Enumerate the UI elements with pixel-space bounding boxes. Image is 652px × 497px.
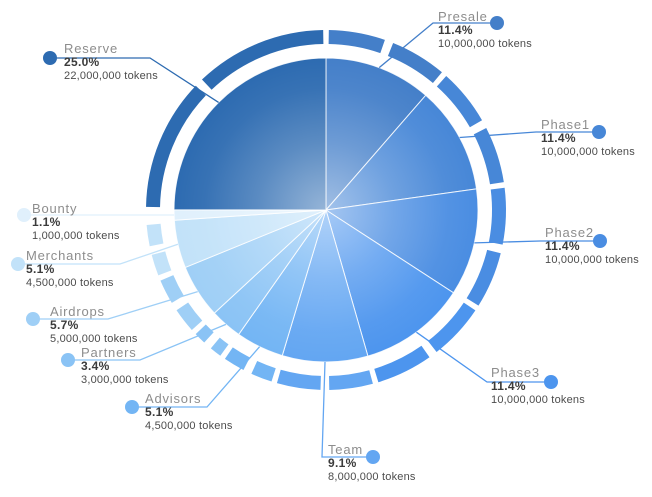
- callout-line-merchants: [18, 243, 179, 265]
- slice-name: Advisors: [145, 391, 202, 406]
- slice-name: Airdrops: [50, 304, 105, 319]
- slice-label-reserve: Reserve 25.0% 22,000,000 tokens: [64, 42, 158, 82]
- callout-dot-phase3: [544, 375, 558, 389]
- slice-tokens: 4,500,000 tokens: [145, 420, 233, 432]
- callout-line-phase1: [459, 131, 599, 139]
- ring-segment-airdrops: [160, 275, 184, 303]
- slice-name: Bounty: [32, 201, 78, 216]
- slice-name: Phase3: [491, 365, 540, 380]
- ring-segment-reserve: [146, 85, 206, 208]
- slice-tokens: 3,000,000 tokens: [81, 374, 169, 386]
- callout-dot-bounty: [17, 208, 31, 222]
- slice-label-phase2: Phase2 11.4% 10,000,000 tokens: [545, 226, 639, 266]
- slice-percent: 11.4%: [541, 131, 576, 145]
- callout-line-presale: [378, 22, 497, 69]
- callout-dot-merchants: [11, 257, 25, 271]
- slice-label-airdrops: Airdrops 5.7% 5,000,000 tokens: [50, 305, 138, 345]
- ring-segment-partners: [210, 337, 229, 356]
- callout-dot-partners: [61, 353, 75, 367]
- callout-dot-phase1: [592, 125, 606, 139]
- slice-tokens: 8,000,000 tokens: [328, 471, 416, 483]
- ring-segment-advisors: [251, 361, 276, 382]
- callout-dot-phase2: [593, 234, 607, 248]
- slice-label-phase1: Phase1 11.4% 10,000,000 tokens: [541, 118, 635, 158]
- ring-segment-reserve: [201, 30, 324, 90]
- slice-name: Reserve: [64, 41, 119, 56]
- slice-tokens: 10,000,000 tokens: [541, 146, 635, 158]
- ring-segment-phase1: [436, 76, 483, 128]
- ring-segment-phase2: [488, 187, 506, 245]
- slice-label-advisors: Advisors 5.1% 4,500,000 tokens: [145, 392, 233, 432]
- slice-name: Phase2: [545, 225, 594, 240]
- slice-label-team: Team 9.1% 8,000,000 tokens: [328, 443, 416, 483]
- slice-label-phase3: Phase3 11.4% 10,000,000 tokens: [491, 366, 585, 406]
- slice-tokens: 10,000,000 tokens: [491, 394, 585, 406]
- slice-label-partners: Partners 3.4% 3,000,000 tokens: [81, 346, 169, 386]
- slice-percent: 5.1%: [145, 405, 174, 419]
- slice-label-presale: Presale 11.4% 10,000,000 tokens: [438, 10, 532, 50]
- ring-segment-airdrops: [176, 302, 203, 330]
- slice-percent: 1.1%: [32, 215, 61, 229]
- callout-line-team: [321, 361, 373, 458]
- ring-segment-advisors: [224, 347, 250, 370]
- slice-tokens: 4,500,000 tokens: [26, 277, 114, 289]
- ring-segment-phase1: [473, 127, 504, 185]
- slice-tokens: 10,000,000 tokens: [438, 38, 532, 50]
- pie-center-glow: [174, 58, 478, 362]
- slice-percent: 25.0%: [64, 55, 100, 69]
- slice-name: Presale: [438, 9, 488, 24]
- slice-name: Team: [328, 442, 363, 457]
- ring-segment-phase2: [466, 249, 501, 306]
- callout-dot-team: [366, 450, 380, 464]
- callout-dot-presale: [490, 16, 504, 30]
- slice-label-bounty: Bounty 1.1% 1,000,000 tokens: [32, 202, 120, 242]
- slice-tokens: 22,000,000 tokens: [64, 70, 158, 82]
- slice-label-merchants: Merchants 5.1% 4,500,000 tokens: [26, 249, 114, 289]
- ring-segment-merchants: [151, 251, 172, 276]
- callout-dot-airdrops: [26, 312, 40, 326]
- ring-segment-presale: [387, 42, 442, 84]
- slice-percent: 11.4%: [545, 239, 580, 253]
- ring-segment-phase3: [374, 345, 430, 383]
- slice-tokens: 1,000,000 tokens: [32, 230, 120, 242]
- callout-line-phase3: [416, 331, 551, 383]
- callout-line-partners: [68, 323, 227, 361]
- callout-line-reserve: [50, 57, 219, 103]
- slice-percent: 11.4%: [491, 379, 526, 393]
- slice-percent: 11.4%: [438, 23, 473, 37]
- callout-line-advisors: [132, 346, 261, 408]
- ring-segment-presale: [328, 30, 385, 54]
- slice-tokens: 10,000,000 tokens: [545, 254, 639, 266]
- slice-name: Merchants: [26, 248, 94, 263]
- slice-name: Phase1: [541, 117, 590, 132]
- callout-dot-advisors: [125, 400, 139, 414]
- slice-percent: 5.7%: [50, 318, 79, 332]
- ring-segment-team: [276, 369, 322, 390]
- slice-percent: 5.1%: [26, 262, 55, 276]
- slice-percent: 3.4%: [81, 359, 110, 373]
- slice-name: Partners: [81, 345, 137, 360]
- slice-percent: 9.1%: [328, 456, 357, 470]
- callout-line-phase2: [474, 240, 600, 244]
- ring-segment-team: [328, 370, 373, 390]
- callout-dot-reserve: [43, 51, 57, 65]
- ring-segment-merchants: [146, 223, 164, 247]
- callout-line-airdrops: [33, 290, 198, 320]
- slice-tokens: 5,000,000 tokens: [50, 333, 138, 345]
